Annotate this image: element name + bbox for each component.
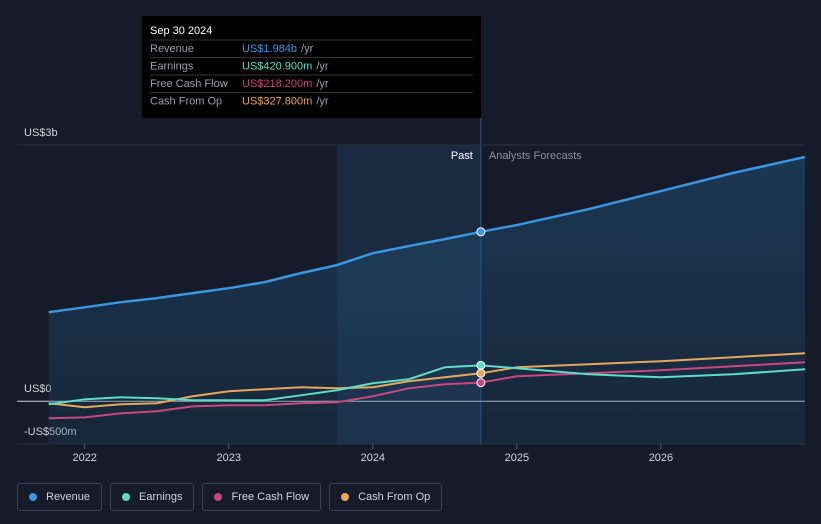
- legend-item[interactable]: Cash From Op: [329, 483, 443, 511]
- tooltip-unit: /yr: [301, 43, 314, 55]
- tooltip-value: US$420.900m/yr: [242, 60, 329, 72]
- legend-swatch: [29, 493, 37, 501]
- x-tick-label: 2025: [505, 452, 529, 464]
- past-label: Past: [451, 150, 473, 162]
- tooltip-value-label: US$327.800m: [242, 95, 312, 107]
- tooltip-value-label: US$218.200m: [242, 78, 312, 90]
- legend-item[interactable]: Earnings: [110, 483, 195, 511]
- tooltip-name: Free Cash Flow: [150, 78, 228, 90]
- series-line: [48, 364, 806, 406]
- series-line: [48, 352, 806, 409]
- tooltip-name: Cash From Op: [150, 95, 222, 107]
- tooltip-name: Revenue: [150, 43, 194, 55]
- x-tick-label: 2023: [217, 452, 241, 464]
- forecast-label: Analysts Forecasts: [489, 150, 582, 162]
- highlight-point: [476, 378, 486, 388]
- x-tick-label: 2022: [72, 452, 96, 464]
- highlight-point: [476, 368, 486, 378]
- legend-swatch: [122, 493, 131, 501]
- tooltip-title: Sep 30 2024: [150, 25, 212, 37]
- tooltip-box: [142, 16, 481, 118]
- tooltip-unit: /yr: [316, 78, 329, 90]
- y-tick-label: US$3b: [24, 127, 58, 139]
- tooltip-value: US$1.984b/yr: [242, 43, 314, 55]
- x-tick-label: 2026: [649, 452, 673, 464]
- tooltip-value: US$218.200m/yr: [242, 78, 329, 90]
- tooltip-value-label: US$1.984b: [242, 43, 297, 55]
- tooltip-name: Earnings: [150, 60, 194, 72]
- tooltip-value: US$327.800m/yr: [242, 95, 329, 107]
- legend: Revenue Earnings Free Cash Flow Cash From O…: [17, 483, 443, 511]
- legend-label: Cash From Op: [358, 491, 431, 503]
- tooltip-unit: /yr: [316, 95, 329, 107]
- legend-swatch: [341, 493, 350, 501]
- legend-item[interactable]: Free Cash Flow: [202, 483, 322, 511]
- legend-swatch: [214, 493, 223, 501]
- tooltip: Sep 30 2024 Revenue US$1.984b/yr Earnings US…: [142, 16, 481, 118]
- highlight-point: [476, 360, 486, 370]
- x-tick-label: 2024: [361, 452, 385, 464]
- legend-label: Revenue: [46, 491, 91, 503]
- legend-label: Free Cash Flow: [231, 491, 310, 503]
- legend-item[interactable]: Revenue: [17, 483, 103, 511]
- tooltip-value-label: US$420.900m: [242, 60, 312, 72]
- highlight-point: [476, 227, 486, 237]
- series-line: [48, 361, 806, 420]
- y-tick-label: US$0: [24, 383, 52, 395]
- legend-label: Earnings: [139, 491, 183, 503]
- series-line: [48, 155, 806, 314]
- tooltip-unit: /yr: [316, 60, 329, 72]
